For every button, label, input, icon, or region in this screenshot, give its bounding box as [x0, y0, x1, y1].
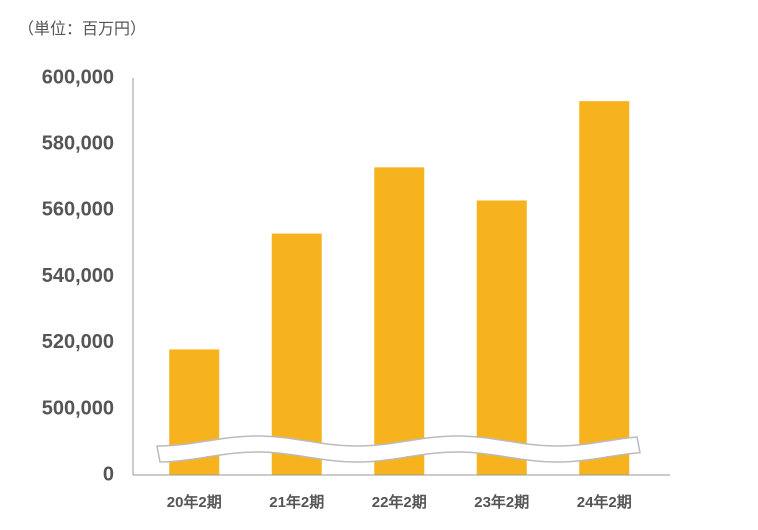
y-tick-label: 560,000	[42, 199, 114, 221]
axis-break	[156, 435, 641, 463]
y-tick-label: 0	[103, 463, 114, 485]
unit-label: （単位：百万円）	[18, 20, 146, 38]
x-tick-label: 20年2期	[167, 493, 222, 511]
x-tick-label: 22年2期	[372, 493, 427, 511]
y-tick-label: 600,000	[42, 66, 114, 88]
y-tick-label: 500,000	[42, 397, 114, 419]
bars	[169, 101, 630, 476]
bar	[271, 233, 322, 475]
x-tick-label: 23年2期	[474, 493, 529, 511]
bar	[476, 200, 527, 475]
y-tick-label: 520,000	[42, 331, 114, 353]
x-tick-label: 21年2期	[269, 493, 324, 511]
y-tick-label: 540,000	[42, 265, 114, 287]
bar	[579, 101, 630, 476]
x-tick-label: 24年2期	[577, 493, 632, 511]
y-tick-label: 580,000	[42, 132, 114, 154]
bar	[374, 167, 425, 475]
